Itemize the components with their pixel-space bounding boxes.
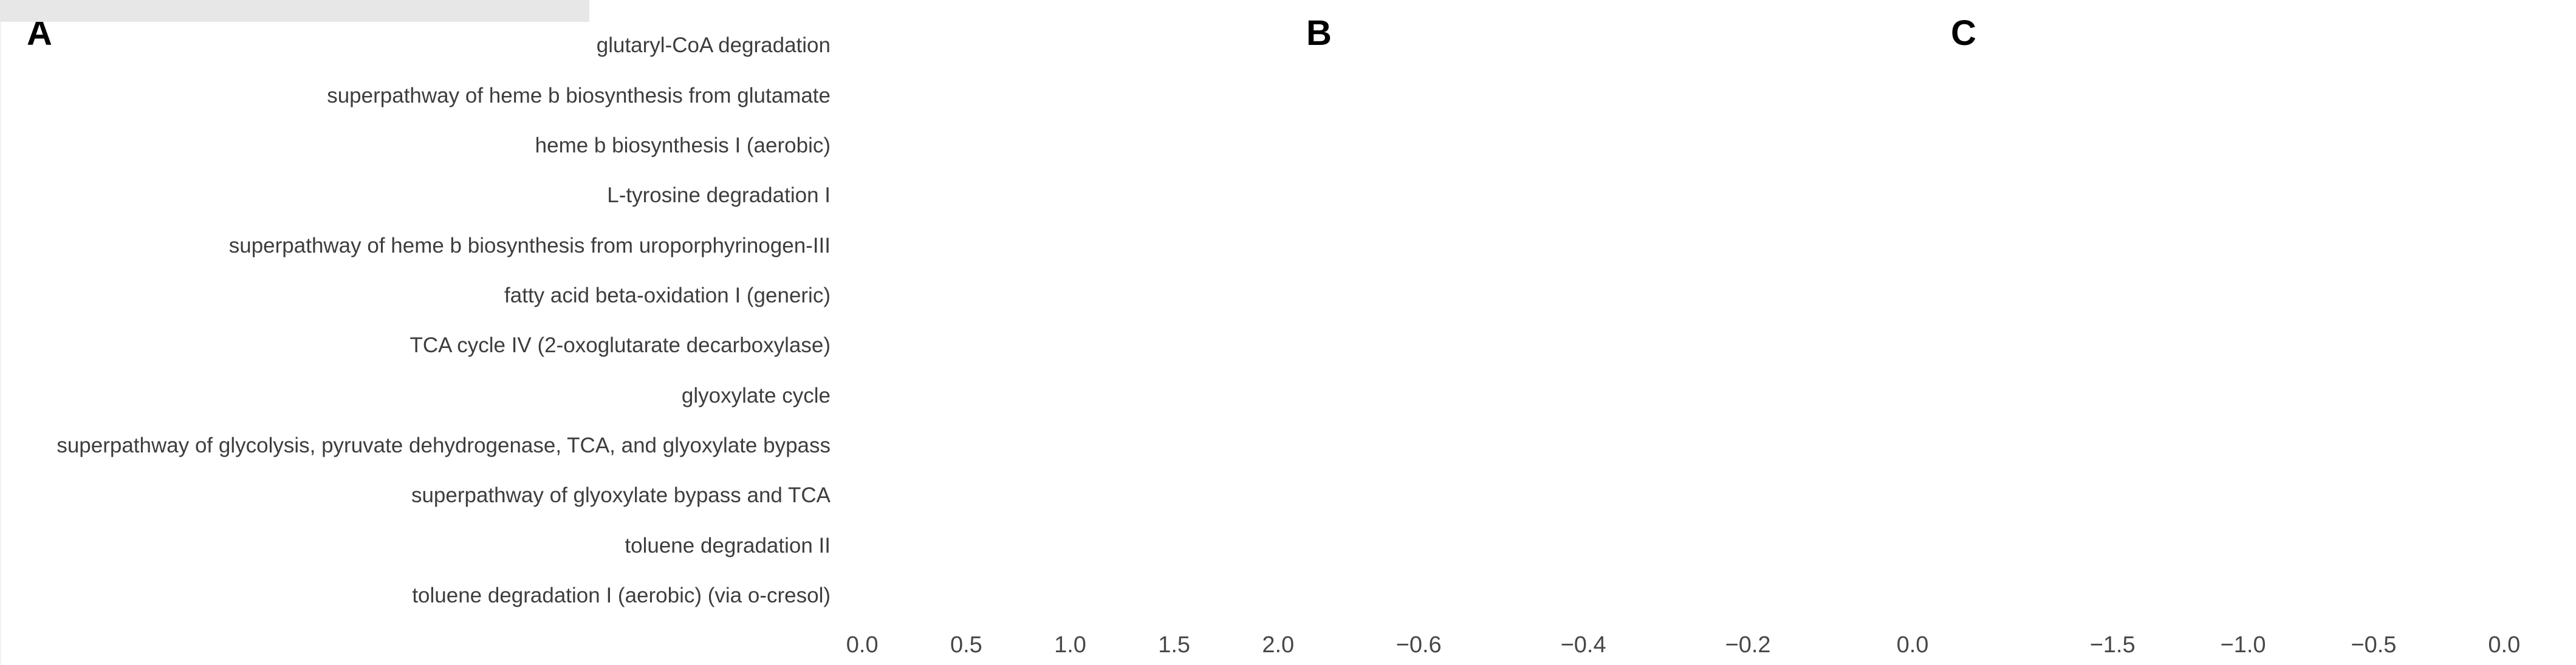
row-label: heme b biosynthesis I (aerobic) bbox=[535, 133, 831, 157]
x-tick-label: 0.5 bbox=[950, 632, 982, 658]
x-tick-label: −0.6 bbox=[1396, 632, 1442, 658]
grid-major-line-horizontal bbox=[0, 2, 569, 4]
x-tick-label: 2.0 bbox=[1262, 632, 1295, 658]
grid-major-line-horizontal bbox=[0, 20, 569, 22]
grid-minor-line-vertical bbox=[0, 22, 1, 622]
grid-major-line-horizontal bbox=[0, 7, 569, 9]
grid-major-line-horizontal bbox=[0, 4, 569, 5]
panel-label-b: B bbox=[1306, 13, 1332, 53]
grid-major-line-horizontal bbox=[0, 11, 569, 13]
x-tick-label: −0.5 bbox=[2351, 632, 2397, 658]
x-tick-label: 1.0 bbox=[1054, 632, 1086, 658]
grid-major-line-horizontal bbox=[0, 5, 569, 7]
grid-major-line-horizontal bbox=[0, 15, 569, 16]
panel-c-plot: −1.5 −1.0 −0.5 0.0 bbox=[0, 0, 2520, 665]
x-tick-label: 0.0 bbox=[1896, 632, 1929, 658]
x-tick-label: −1.0 bbox=[2220, 632, 2266, 658]
grid-major-line-horizontal bbox=[0, 13, 569, 15]
row-label: glyoxylate cycle bbox=[681, 383, 831, 408]
grid-major-line-horizontal bbox=[0, 9, 569, 11]
panel-label-c: C bbox=[1951, 13, 1976, 53]
row-label: superpathway of heme b biosynthesis from… bbox=[327, 83, 831, 107]
row-label: superpathway of glyoxylate bypass and TC… bbox=[411, 483, 831, 508]
x-tick-label: 0.0 bbox=[846, 632, 879, 658]
x-tick-label: −1.5 bbox=[2089, 632, 2136, 658]
row-label: L-tyrosine degradation I bbox=[607, 183, 831, 208]
x-tick-label: −0.2 bbox=[1725, 632, 1771, 658]
grid-major-line-horizontal bbox=[0, 0, 569, 2]
grid-minor-line-vertical bbox=[0, 622, 1, 665]
x-tick-label: 1.5 bbox=[1158, 632, 1191, 658]
row-label: fatty acid beta-oxidation I (generic) bbox=[504, 283, 831, 307]
grid-major-line-horizontal bbox=[0, 16, 569, 18]
grid-major-line-horizontal bbox=[0, 18, 569, 20]
row-label: superpathway of glycolysis, pyruvate deh… bbox=[57, 433, 831, 457]
row-label: superpathway of heme b biosynthesis from… bbox=[228, 233, 831, 257]
row-label: toluene degradation II bbox=[625, 533, 831, 558]
x-tick-label: −0.4 bbox=[1560, 632, 1606, 658]
row-label: toluene degradation I (aerobic) (via o-c… bbox=[412, 583, 831, 607]
x-tick-label: 0.0 bbox=[2488, 632, 2521, 658]
row-label: TCA cycle IV (2-oxoglutarate decarboxyla… bbox=[409, 333, 831, 358]
row-label: glutaryl-CoA degradation bbox=[596, 33, 831, 58]
